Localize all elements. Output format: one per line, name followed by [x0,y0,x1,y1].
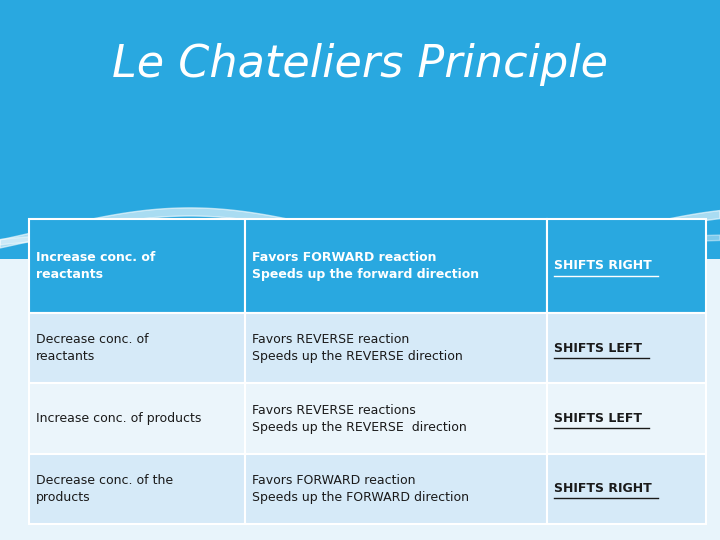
FancyBboxPatch shape [29,454,245,524]
Text: Le Chateliers Principle: Le Chateliers Principle [112,43,608,86]
FancyBboxPatch shape [245,454,547,524]
Text: SHIFTS LEFT: SHIFTS LEFT [554,342,642,355]
Text: Decrease conc. of the
products: Decrease conc. of the products [36,474,173,504]
FancyBboxPatch shape [29,383,245,454]
FancyBboxPatch shape [245,383,547,454]
FancyBboxPatch shape [547,454,706,524]
FancyBboxPatch shape [547,313,706,383]
FancyBboxPatch shape [29,313,245,383]
FancyBboxPatch shape [547,219,706,313]
Text: SHIFTS LEFT: SHIFTS LEFT [554,412,642,425]
Text: Favors FORWARD reaction
Speeds up the forward direction: Favors FORWARD reaction Speeds up the fo… [252,251,479,281]
Text: SHIFTS RIGHT: SHIFTS RIGHT [554,482,652,495]
FancyBboxPatch shape [0,0,720,259]
Text: Favors REVERSE reactions
Speeds up the REVERSE  direction: Favors REVERSE reactions Speeds up the R… [252,403,467,434]
Text: SHIFTS RIGHT: SHIFTS RIGHT [554,259,652,273]
FancyBboxPatch shape [29,219,245,313]
Text: Favors REVERSE reaction
Speeds up the REVERSE direction: Favors REVERSE reaction Speeds up the RE… [252,333,463,363]
FancyBboxPatch shape [547,383,706,454]
Text: Favors FORWARD reaction
Speeds up the FORWARD direction: Favors FORWARD reaction Speeds up the FO… [252,474,469,504]
FancyBboxPatch shape [0,259,720,540]
Text: Increase conc. of
reactants: Increase conc. of reactants [36,251,156,281]
Text: Decrease conc. of
reactants: Decrease conc. of reactants [36,333,148,363]
FancyBboxPatch shape [245,313,547,383]
Text: Increase conc. of products: Increase conc. of products [36,412,202,425]
FancyBboxPatch shape [245,219,547,313]
